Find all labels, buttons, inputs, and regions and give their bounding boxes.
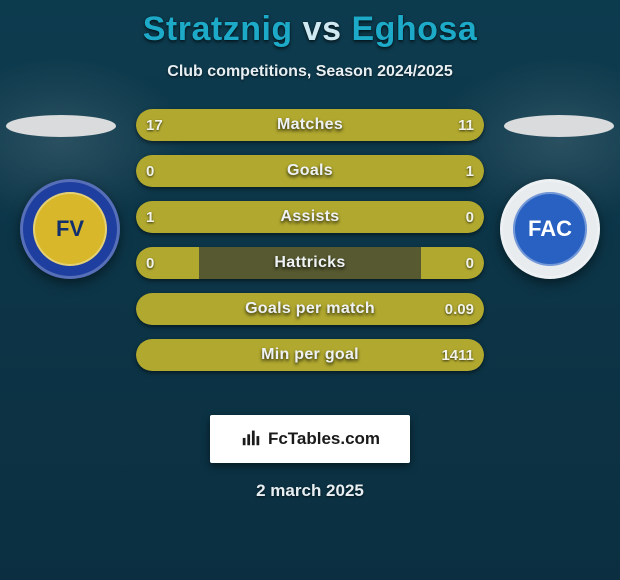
stat-row: 10Assists: [136, 201, 484, 233]
stat-label: Assists: [136, 201, 484, 233]
stats-bars: 1711Matches 01Goals 10Assists 00Hattricks 0.…: [136, 109, 484, 385]
player2-shadow-ellipse: [504, 115, 614, 137]
player1-club-badge: FV: [20, 179, 120, 279]
comparison-date: 2 march 2025: [0, 481, 620, 501]
stat-label: Hattricks: [136, 247, 484, 279]
player1-name: Stratznig: [143, 10, 293, 48]
stat-row: 00Hattricks: [136, 247, 484, 279]
player1-club-abbrev: FV: [56, 216, 84, 242]
stat-label: Goals per match: [136, 293, 484, 325]
player2-club-badge: FAC: [500, 179, 600, 279]
stat-label: Goals: [136, 155, 484, 187]
chart-bars-icon: [240, 426, 262, 453]
stat-label: Matches: [136, 109, 484, 141]
stat-row: 0.09Goals per match: [136, 293, 484, 325]
subtitle: Club competitions, Season 2024/2025: [0, 63, 620, 81]
player2-club-abbrev: FAC: [528, 216, 572, 242]
source-badge: FcTables.com: [210, 415, 410, 463]
stat-row: 01Goals: [136, 155, 484, 187]
source-label: FcTables.com: [268, 429, 380, 449]
comparison-stage: FV FAC 1711Matches 01Goals 10Assists 00Hatt…: [0, 109, 620, 409]
player2-name: Eghosa: [351, 10, 477, 48]
player1-shadow-ellipse: [6, 115, 116, 137]
stat-row: 1411Min per goal: [136, 339, 484, 371]
comparison-title: Stratznig vs Eghosa: [0, 0, 620, 49]
stat-row: 1711Matches: [136, 109, 484, 141]
vs-label: vs: [303, 10, 342, 48]
stat-label: Min per goal: [136, 339, 484, 371]
